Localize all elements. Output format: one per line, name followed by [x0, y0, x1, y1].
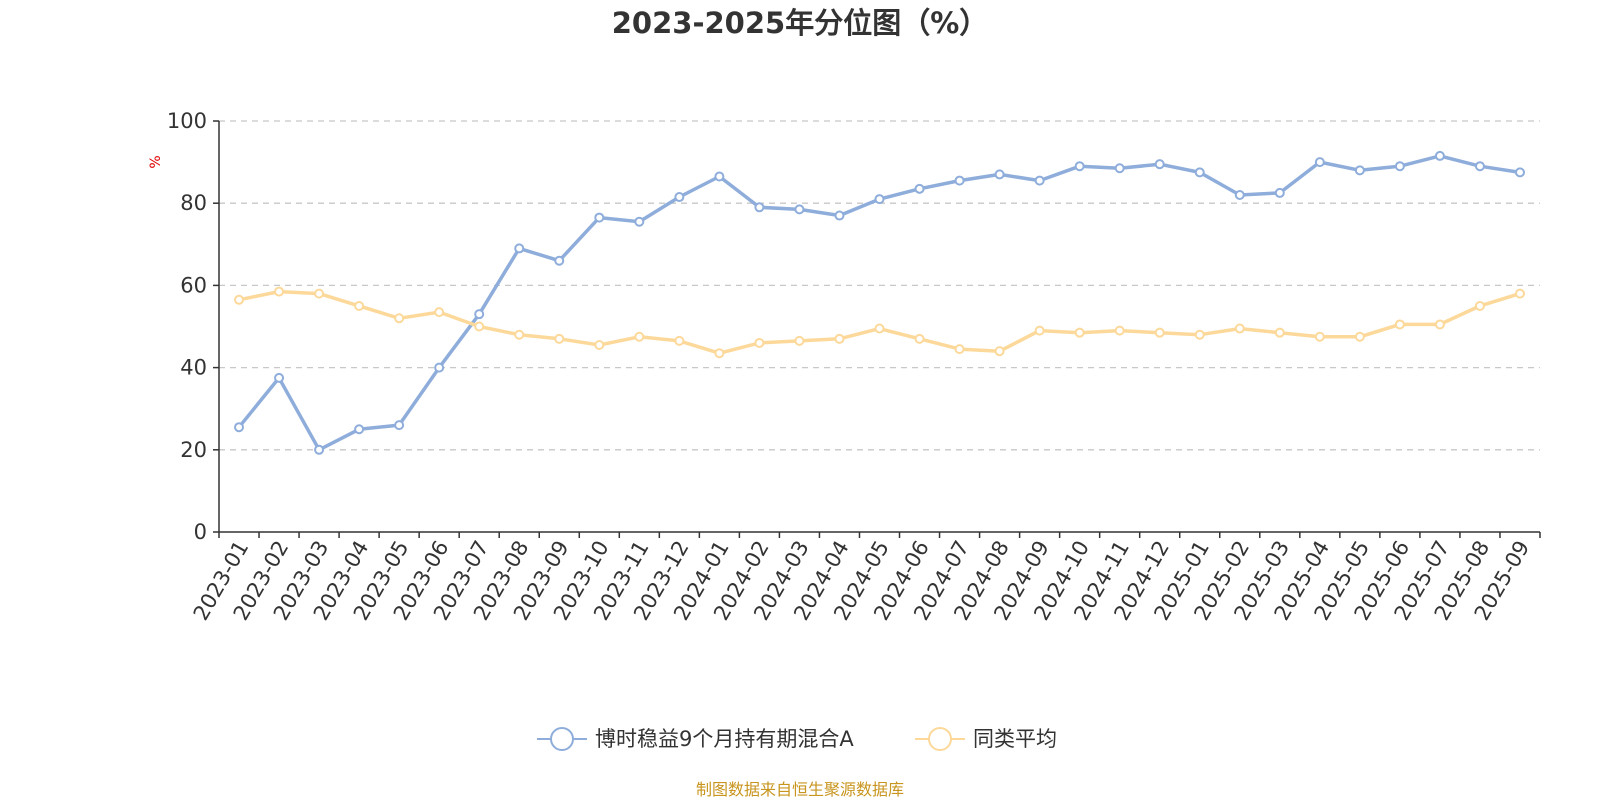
data-point[interactable]: [394, 313, 405, 324]
data-point[interactable]: [594, 212, 605, 223]
data-point[interactable]: [314, 288, 325, 299]
legend-label: 同类平均: [973, 727, 1057, 751]
data-point[interactable]: [794, 204, 805, 215]
data-point[interactable]: [594, 339, 605, 350]
data-point[interactable]: [1314, 157, 1325, 168]
data-point[interactable]: [274, 286, 285, 297]
data-point[interactable]: [1194, 167, 1205, 178]
data-point[interactable]: [434, 307, 445, 318]
data-point[interactable]: [1514, 288, 1525, 299]
data-point[interactable]: [1074, 161, 1085, 172]
data-point[interactable]: [874, 323, 885, 334]
data-point[interactable]: [954, 344, 965, 355]
data-point[interactable]: [834, 333, 845, 344]
data-point[interactable]: [554, 255, 565, 266]
data-point[interactable]: [674, 192, 685, 203]
data-point[interactable]: [1434, 319, 1445, 330]
y-tick-label: 40: [180, 356, 207, 380]
y-tick-label: 60: [180, 273, 207, 297]
data-point[interactable]: [234, 422, 245, 433]
data-point[interactable]: [754, 202, 765, 213]
data-point[interactable]: [434, 362, 445, 373]
legend-item-1[interactable]: 博时稳益9个月持有期混合A: [537, 727, 854, 751]
axes: [218, 121, 1540, 533]
data-point[interactable]: [1394, 319, 1405, 330]
data-point[interactable]: [1474, 300, 1485, 311]
data-point[interactable]: [554, 333, 565, 344]
data-point[interactable]: [1034, 175, 1045, 186]
data-point[interactable]: [354, 424, 365, 435]
series-2: [234, 286, 1525, 359]
data-point[interactable]: [354, 300, 365, 311]
data-point[interactable]: [1154, 327, 1165, 338]
data-point[interactable]: [474, 309, 485, 320]
data-point[interactable]: [1354, 331, 1365, 342]
data-point[interactable]: [1034, 325, 1045, 336]
y-tick-label: 20: [180, 438, 207, 462]
data-source-note: 制图数据来自恒生聚源数据库: [696, 780, 904, 799]
data-point[interactable]: [1394, 161, 1405, 172]
data-point[interactable]: [1194, 329, 1205, 340]
data-point[interactable]: [954, 175, 965, 186]
data-point[interactable]: [514, 329, 525, 340]
legend-label: 博时稳益9个月持有期混合A: [595, 727, 854, 751]
series-line: [238, 289, 1521, 355]
chart-title: 2023-2025年分位图（%）: [612, 6, 989, 40]
data-point[interactable]: [794, 335, 805, 346]
data-point[interactable]: [1354, 165, 1365, 176]
data-point[interactable]: [634, 216, 645, 227]
data-point[interactable]: [1274, 327, 1285, 338]
data-point[interactable]: [714, 171, 725, 182]
data-point[interactable]: [394, 420, 405, 431]
data-point[interactable]: [1154, 159, 1165, 170]
data-point[interactable]: [1274, 187, 1285, 198]
data-point[interactable]: [314, 444, 325, 455]
x-axis-ticks: 2023-012023-022023-032023-042023-052023-…: [189, 532, 1541, 624]
data-point[interactable]: [1314, 331, 1325, 342]
data-point[interactable]: [994, 346, 1005, 357]
data-point[interactable]: [1234, 189, 1245, 200]
data-point[interactable]: [1434, 150, 1445, 161]
series-1: [234, 150, 1525, 455]
y-tick-label: 80: [180, 191, 207, 215]
data-point[interactable]: [514, 243, 525, 254]
legend-marker: [928, 727, 952, 751]
series-layer: [234, 150, 1525, 455]
data-point[interactable]: [674, 335, 685, 346]
data-point[interactable]: [1514, 167, 1525, 178]
data-point[interactable]: [1074, 327, 1085, 338]
data-point[interactable]: [834, 210, 845, 221]
data-point[interactable]: [234, 294, 245, 305]
data-point[interactable]: [1114, 163, 1125, 174]
data-point[interactable]: [914, 183, 925, 194]
data-point[interactable]: [1474, 161, 1485, 172]
y-axis-unit-label: %: [148, 155, 164, 168]
legend-marker: [550, 727, 574, 751]
y-tick-label: 100: [167, 109, 207, 133]
legend[interactable]: 博时稳益9个月持有期混合A 同类平均: [537, 727, 1057, 751]
data-point[interactable]: [754, 337, 765, 348]
data-point[interactable]: [874, 194, 885, 205]
legend-item-2[interactable]: 同类平均: [915, 727, 1057, 751]
data-point[interactable]: [474, 321, 485, 332]
data-point[interactable]: [1114, 325, 1125, 336]
data-point[interactable]: [914, 333, 925, 344]
data-point[interactable]: [994, 169, 1005, 180]
data-point[interactable]: [634, 331, 645, 342]
data-point[interactable]: [274, 372, 285, 383]
y-tick-label: 0: [194, 520, 207, 544]
y-axis-ticks: 0 20 40 60 80 100: [167, 109, 219, 544]
data-point[interactable]: [714, 348, 725, 359]
data-point[interactable]: [1234, 323, 1245, 334]
